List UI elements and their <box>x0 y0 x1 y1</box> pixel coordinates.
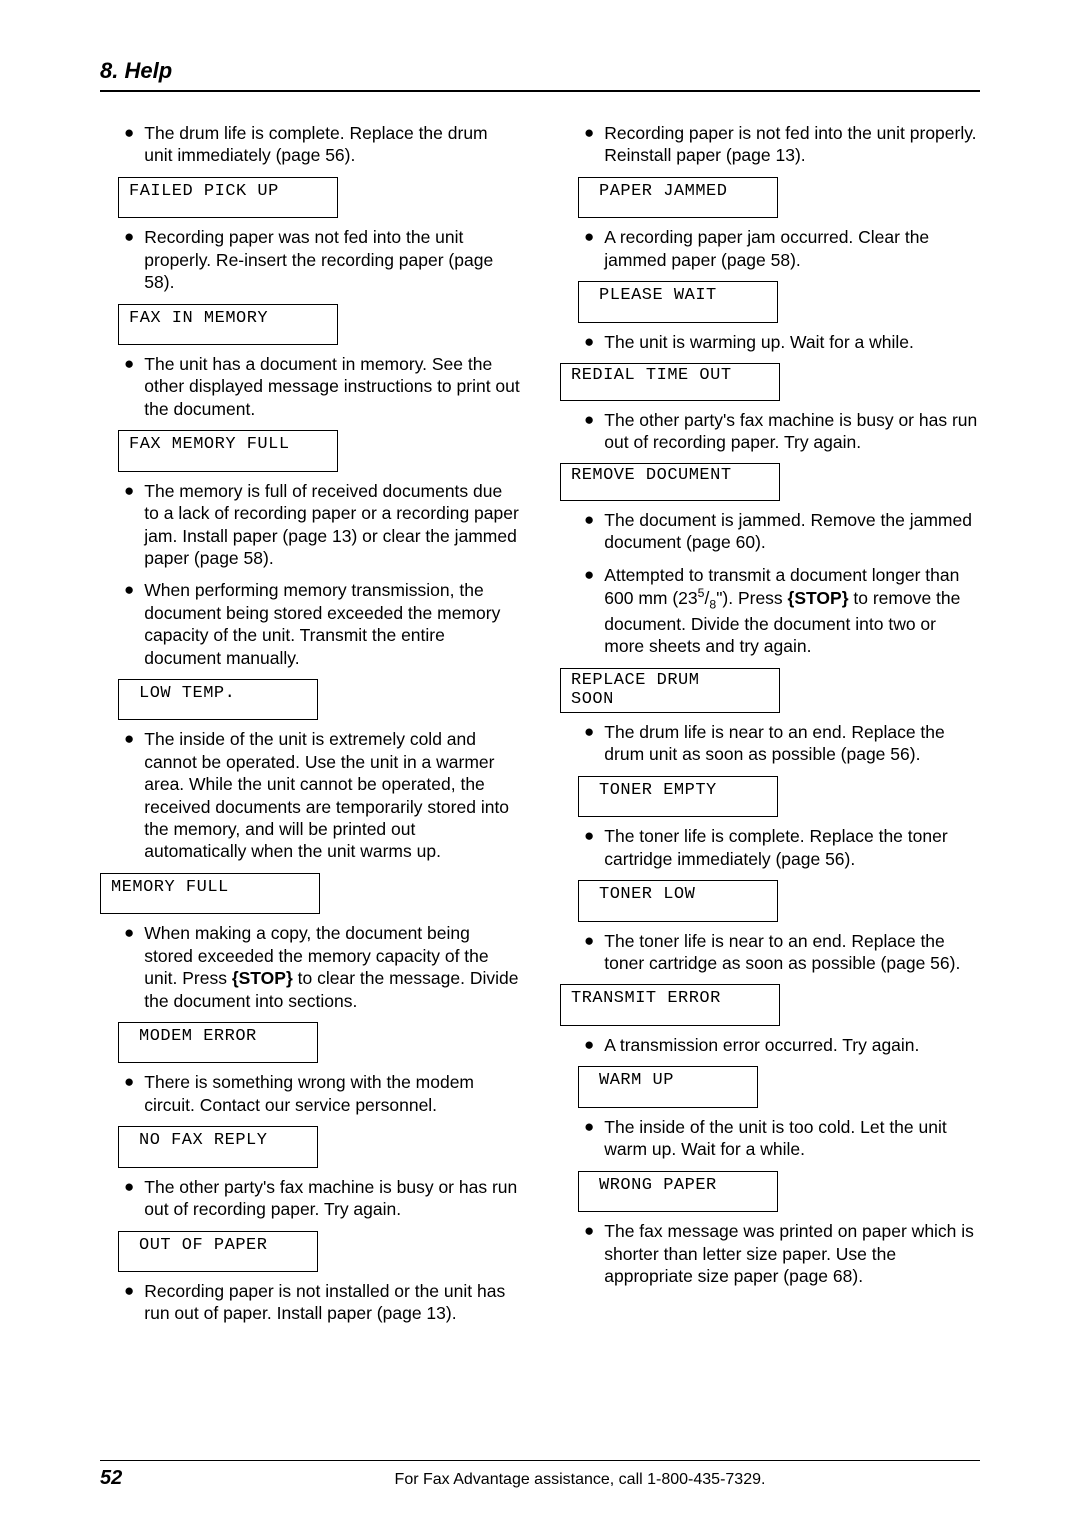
bullet-icon: ● <box>584 1220 594 1242</box>
bullet-text: The unit has a document in memory. See t… <box>144 353 520 420</box>
bullet-text: Recording paper is not fed into the unit… <box>604 122 980 167</box>
bullet-item: ● The toner life is complete. Replace th… <box>584 825 980 870</box>
page-footer: 52 For Fax Advantage assistance, call 1-… <box>100 1460 980 1490</box>
section-header: 8. Help <box>100 58 980 92</box>
bullet-item: ● Recording paper was not fed into the u… <box>124 226 520 293</box>
bullet-item: ● The fax message was printed on paper w… <box>584 1220 980 1287</box>
bullet-item: ● A transmission error occurred. Try aga… <box>584 1034 980 1056</box>
bullet-text: The fax message was printed on paper whi… <box>604 1220 980 1287</box>
bullet-icon: ● <box>124 579 134 601</box>
bullet-text: When making a copy, the document being s… <box>144 922 520 1012</box>
bullet-text: The unit is warming up. Wait for a while… <box>604 331 980 353</box>
display-message: WRONG PAPER <box>578 1171 778 1213</box>
footer-text: For Fax Advantage assistance, call 1-800… <box>180 1471 980 1489</box>
display-message: TONER EMPTY <box>578 776 778 818</box>
display-line: REPLACE DRUM <box>571 671 769 691</box>
display-message: OUT OF PAPER <box>118 1231 318 1273</box>
bullet-item: ● The document is jammed. Remove the jam… <box>584 509 980 554</box>
display-line: SOON <box>571 690 769 710</box>
bullet-text: The inside of the unit is extremely cold… <box>144 728 520 862</box>
bullet-text: When performing memory transmission, the… <box>144 579 520 669</box>
stop-key: {STOP} <box>232 968 293 988</box>
display-message: PLEASE WAIT <box>578 281 778 323</box>
bullet-item: ● The memory is full of received documen… <box>124 480 520 570</box>
bullet-text: The document is jammed. Remove the jamme… <box>604 509 980 554</box>
bullet-text: A recording paper jam occurred. Clear th… <box>604 226 980 271</box>
display-message: FAILED PICK UP <box>118 177 338 219</box>
bullet-icon: ● <box>124 728 134 750</box>
bullet-item: ● The drum life is complete. Replace the… <box>124 122 520 167</box>
bullet-icon: ● <box>584 825 594 847</box>
bullet-item: ● When making a copy, the document being… <box>124 922 520 1012</box>
bullet-icon: ● <box>584 331 594 353</box>
bullet-icon: ● <box>584 564 594 586</box>
page-number: 52 <box>100 1467 180 1490</box>
bullet-item: ● The unit has a document in memory. See… <box>124 353 520 420</box>
display-message: NO FAX REPLY <box>118 1126 318 1168</box>
bullet-text: There is something wrong with the modem … <box>144 1071 520 1116</box>
bullet-item: ● The unit is warming up. Wait for a whi… <box>584 331 980 353</box>
display-message: REMOVE DOCUMENT <box>560 463 780 501</box>
display-message: LOW TEMP. <box>118 679 318 721</box>
bullet-icon: ● <box>584 226 594 248</box>
stop-key: {STOP} <box>788 588 849 608</box>
bullet-icon: ● <box>124 353 134 375</box>
bullet-item: ● The inside of the unit is extremely co… <box>124 728 520 862</box>
text-fragment: "). Press <box>716 588 787 608</box>
bullet-icon: ● <box>584 122 594 144</box>
left-column: ● The drum life is complete. Replace the… <box>100 120 520 1335</box>
bullet-item: ● The inside of the unit is too cold. Le… <box>584 1116 980 1161</box>
bullet-text: Recording paper was not fed into the uni… <box>144 226 520 293</box>
bullet-text: The other party's fax machine is busy or… <box>144 1176 520 1221</box>
bullet-item: ● A recording paper jam occurred. Clear … <box>584 226 980 271</box>
bullet-icon: ● <box>584 1116 594 1138</box>
bullet-icon: ● <box>124 1071 134 1093</box>
bullet-item: ● The other party's fax machine is busy … <box>124 1176 520 1221</box>
display-message: MEMORY FULL <box>100 873 320 915</box>
bullet-icon: ● <box>584 409 594 431</box>
display-message: REPLACE DRUM SOON <box>560 668 780 713</box>
display-message: TONER LOW <box>578 880 778 922</box>
display-message: TRANSMIT ERROR <box>560 984 780 1026</box>
display-message: WARM UP <box>578 1066 758 1108</box>
bullet-text: Attempted to transmit a document longer … <box>604 564 980 658</box>
display-message: FAX MEMORY FULL <box>118 430 338 472</box>
bullet-item: ● There is something wrong with the mode… <box>124 1071 520 1116</box>
display-message: REDIAL TIME OUT <box>560 363 780 401</box>
display-message: FAX IN MEMORY <box>118 304 338 346</box>
bullet-text: A transmission error occurred. Try again… <box>604 1034 980 1056</box>
bullet-item: ● Recording paper is not installed or th… <box>124 1280 520 1325</box>
bullet-icon: ● <box>584 509 594 531</box>
display-message: MODEM ERROR <box>118 1022 318 1064</box>
bullet-text: The drum life is near to an end. Replace… <box>604 721 980 766</box>
bullet-text: The other party's fax machine is busy or… <box>604 409 980 454</box>
bullet-text: The memory is full of received documents… <box>144 480 520 570</box>
bullet-icon: ● <box>584 930 594 952</box>
bullet-item: ● The toner life is near to an end. Repl… <box>584 930 980 975</box>
bullet-text: Recording paper is not installed or the … <box>144 1280 520 1325</box>
bullet-item: ● Recording paper is not fed into the un… <box>584 122 980 167</box>
right-column: ● Recording paper is not fed into the un… <box>560 120 980 1335</box>
bullet-icon: ● <box>124 1280 134 1302</box>
bullet-item: ● The drum life is near to an end. Repla… <box>584 721 980 766</box>
bullet-icon: ● <box>124 122 134 144</box>
bullet-icon: ● <box>124 922 134 944</box>
bullet-text: The inside of the unit is too cold. Let … <box>604 1116 980 1161</box>
display-message: PAPER JAMMED <box>578 177 778 219</box>
bullet-text: The toner life is complete. Replace the … <box>604 825 980 870</box>
bullet-icon: ● <box>124 1176 134 1198</box>
content-columns: ● The drum life is complete. Replace the… <box>100 120 980 1335</box>
bullet-text: The drum life is complete. Replace the d… <box>144 122 520 167</box>
bullet-icon: ● <box>124 480 134 502</box>
bullet-item: ● When performing memory transmission, t… <box>124 579 520 669</box>
bullet-item: ● The other party's fax machine is busy … <box>584 409 980 454</box>
bullet-item: ● Attempted to transmit a document longe… <box>584 564 980 658</box>
bullet-icon: ● <box>584 721 594 743</box>
bullet-icon: ● <box>584 1034 594 1056</box>
bullet-text: The toner life is near to an end. Replac… <box>604 930 980 975</box>
bullet-icon: ● <box>124 226 134 248</box>
